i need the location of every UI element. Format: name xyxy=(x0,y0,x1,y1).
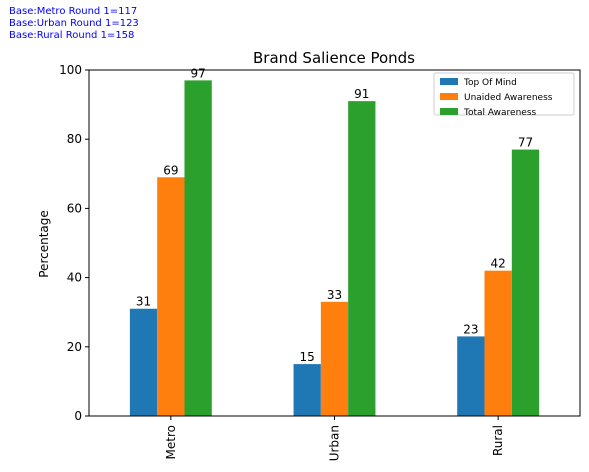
y-tick-label: 20 xyxy=(67,340,82,354)
data-label: 31 xyxy=(136,295,151,309)
y-tick-label: 0 xyxy=(74,409,82,423)
plot-area: 31 69 97 Metro 15 33 91 Urban 23 42 77 Rural 0 20 40 60… xyxy=(59,63,581,461)
data-label: 42 xyxy=(491,257,506,271)
x-tick-label: Rural xyxy=(491,425,505,456)
chart-title: Brand Salience Ponds xyxy=(253,49,415,67)
data-label: 97 xyxy=(190,66,205,80)
data-label: 33 xyxy=(327,288,342,302)
legend-swatch-unaided-awareness xyxy=(440,93,458,100)
legend: Top Of Mind Unaided Awareness Total Awaren… xyxy=(433,72,575,118)
plot-frame xyxy=(88,69,581,417)
bar-metro-top-of-mind xyxy=(129,308,158,416)
bar-urban-unaided-awareness xyxy=(320,301,349,416)
y-axis-label: Percentage xyxy=(37,210,51,278)
x-tick-label: Metro xyxy=(164,425,178,459)
legend-label-unaided-awareness: Unaided Awareness xyxy=(464,93,553,103)
bar-metro-unaided-awareness xyxy=(157,177,185,416)
base-note-rural: Base:Rural Round 1=158 xyxy=(9,30,135,41)
bar-metro-total-awareness xyxy=(184,80,212,416)
base-note-urban: Base:Urban Round 1=123 xyxy=(9,18,139,29)
bar-rural-total-awareness xyxy=(511,149,540,416)
bar-rural-unaided-awareness xyxy=(484,270,512,416)
data-label: 91 xyxy=(354,87,369,101)
base-notes: Base:Metro Round 1=117 Base:Urban Round … xyxy=(9,6,139,42)
data-label: 23 xyxy=(463,322,478,336)
y-tick-label: 100 xyxy=(59,63,82,77)
legend-swatch-total-awareness xyxy=(440,108,458,115)
bar-urban-total-awareness xyxy=(348,101,376,416)
y-tick-label: 60 xyxy=(67,201,82,215)
legend-swatch-top-of-mind xyxy=(440,78,458,85)
y-tick-label: 80 xyxy=(67,132,82,146)
x-tick-label: Urban xyxy=(328,425,342,461)
data-label: 69 xyxy=(163,163,178,177)
y-tick-label: 40 xyxy=(67,271,82,285)
legend-label-top-of-mind: Top Of Mind xyxy=(463,78,517,88)
data-label: 15 xyxy=(300,350,315,364)
bar-urban-top-of-mind xyxy=(293,364,321,416)
legend-label-total-awareness: Total Awareness xyxy=(463,108,537,118)
bar-rural-top-of-mind xyxy=(457,336,485,416)
legend-box xyxy=(433,72,575,116)
base-note-metro: Base:Metro Round 1=117 xyxy=(9,6,138,17)
data-label: 77 xyxy=(518,136,533,150)
